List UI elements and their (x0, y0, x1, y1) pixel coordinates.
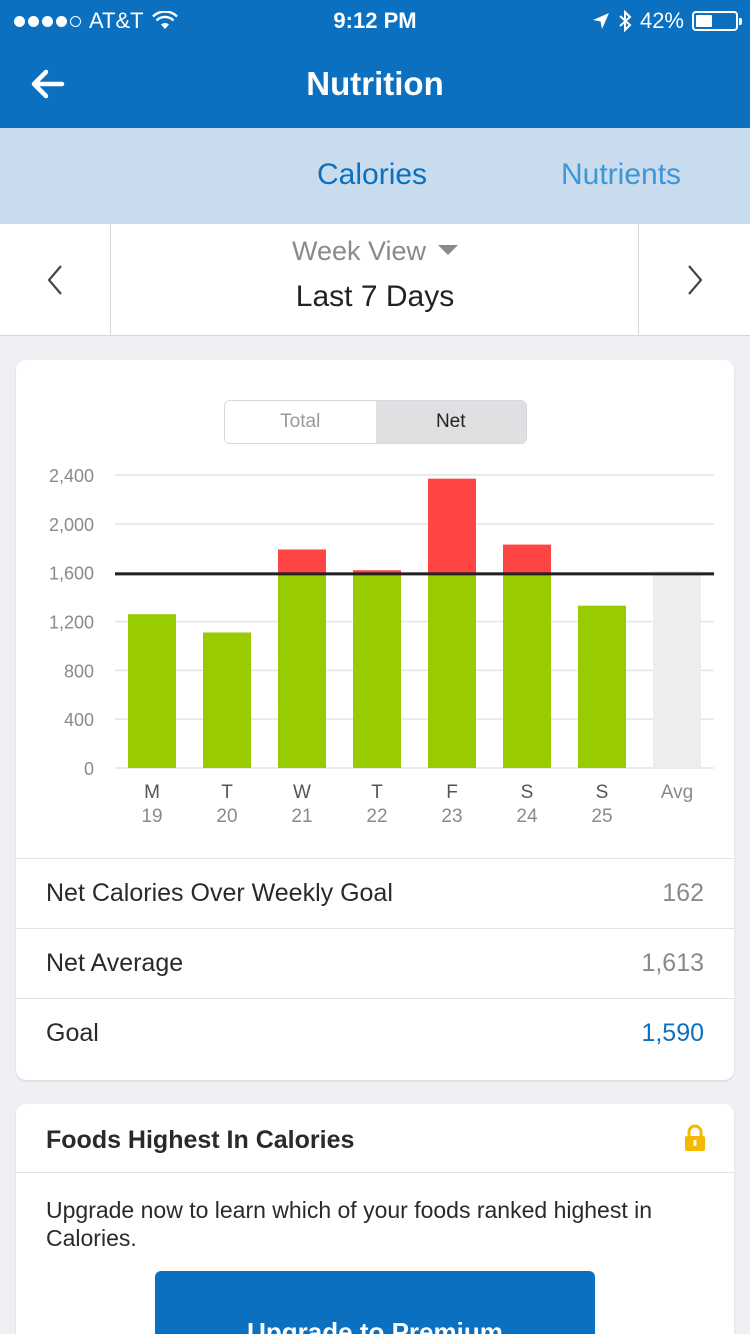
carrier-name: AT&T (89, 8, 144, 33)
bar-under-goal (428, 573, 476, 768)
bar-under-goal (353, 573, 401, 768)
x-date-label: 22 (366, 806, 387, 827)
stat-row-net-average: Net Average 1,613 (16, 928, 734, 998)
stat-row-goal[interactable]: Goal 1,590 (16, 998, 734, 1080)
next-week-button[interactable] (638, 224, 750, 335)
week-view-label: Week View (291, 236, 427, 266)
x-date-label: 21 (291, 806, 312, 827)
caret-down-icon (438, 244, 459, 255)
chevron-right-icon (687, 264, 702, 295)
y-tick-label: 2,000 (49, 515, 94, 535)
tab-nutrients[interactable]: Nutrients (561, 158, 682, 191)
stat-label: Goal (46, 1019, 99, 1047)
toggle-net[interactable]: Net (375, 401, 526, 443)
y-tick-label: 400 (64, 710, 94, 730)
location-arrow-icon (592, 13, 609, 29)
x-date-label: 23 (441, 806, 462, 827)
x-day-label: M (144, 782, 160, 803)
battery-icon (692, 11, 742, 31)
bar-over-goal (278, 549, 326, 574)
bar-under-goal (203, 632, 251, 768)
y-tick-label: 1,600 (49, 564, 94, 584)
status-time: 9:12 PM (333, 8, 417, 33)
goal-value-link[interactable]: 1,590 (641, 1019, 704, 1047)
x-day-label: S (521, 782, 534, 803)
x-day-label: S (596, 782, 609, 803)
calories-chart-card: Total Net 0 400 800 1,200 1,600 2,000 2,400 M 19… (16, 360, 734, 1080)
date-range-label: Last 7 Days (295, 280, 455, 313)
bar-under-goal (278, 573, 326, 768)
x-day-label: T (221, 782, 233, 803)
tab-calories[interactable]: Calories (317, 158, 428, 191)
foods-description: Upgrade now to learn which of your foods… (46, 1197, 653, 1251)
toggle-total[interactable]: Total (225, 401, 376, 443)
x-date-label: 24 (516, 806, 538, 827)
x-date-label: 20 (216, 806, 237, 827)
y-tick-label: 0 (84, 759, 94, 779)
calories-bar-chart: 0 400 800 1,200 1,600 2,000 2,400 M 19 T 20 W 21 T 22 F… (49, 466, 714, 827)
x-date-label: 25 (591, 806, 612, 827)
signal-strength-icon (14, 15, 81, 27)
navigation-bar: Nutrition (0, 40, 750, 139)
foods-title: Foods Highest In Calories (46, 1126, 355, 1154)
upgrade-premium-button[interactable]: Upgrade to Premium (155, 1271, 595, 1334)
y-tick-label: 2,400 (49, 466, 94, 486)
x-day-label: Avg (661, 782, 693, 803)
bar-under-goal (128, 614, 176, 768)
foods-highest-card: Foods Highest In Calories Upgrade now to… (16, 1104, 734, 1334)
page-title: Nutrition (306, 65, 444, 102)
status-right: 42% (592, 8, 742, 34)
date-selector: Week View Last 7 Days (0, 224, 750, 336)
arrow-left-icon[interactable] (28, 64, 68, 104)
bar-over-goal (503, 544, 551, 574)
stat-row-over-goal: Net Calories Over Weekly Goal 162 (16, 858, 734, 928)
chevron-left-icon (47, 264, 62, 295)
bluetooth-icon (619, 10, 632, 32)
bar-over-goal (428, 478, 476, 574)
lock-icon (685, 1124, 705, 1151)
stat-label: Net Calories Over Weekly Goal (46, 879, 393, 907)
segment-tabs: Calories Nutrients (0, 128, 750, 224)
average-bar (653, 571, 701, 768)
stat-value: 1,613 (641, 949, 704, 977)
total-net-toggle: Total Net (224, 400, 527, 444)
battery-percent: 42% (639, 8, 684, 33)
y-tick-label: 1,200 (49, 613, 94, 633)
y-tick-label: 800 (64, 661, 94, 681)
x-day-label: W (293, 782, 311, 803)
previous-week-button[interactable] (0, 224, 111, 335)
foods-header: Foods Highest In Calories (16, 1104, 734, 1173)
wifi-icon (151, 11, 178, 29)
x-day-label: T (371, 782, 383, 803)
carrier-info: AT&T (14, 8, 178, 34)
week-view-dropdown[interactable]: Week View (0, 236, 750, 267)
bar-under-goal (503, 573, 551, 768)
x-day-label: F (446, 782, 458, 803)
status-bar: AT&T 9:12 PM 42% (0, 0, 750, 40)
bar-over-goal (353, 570, 401, 574)
stat-value: 162 (662, 879, 704, 907)
bar-under-goal (578, 605, 626, 768)
stat-label: Net Average (46, 949, 184, 977)
x-date-label: 19 (141, 806, 162, 827)
